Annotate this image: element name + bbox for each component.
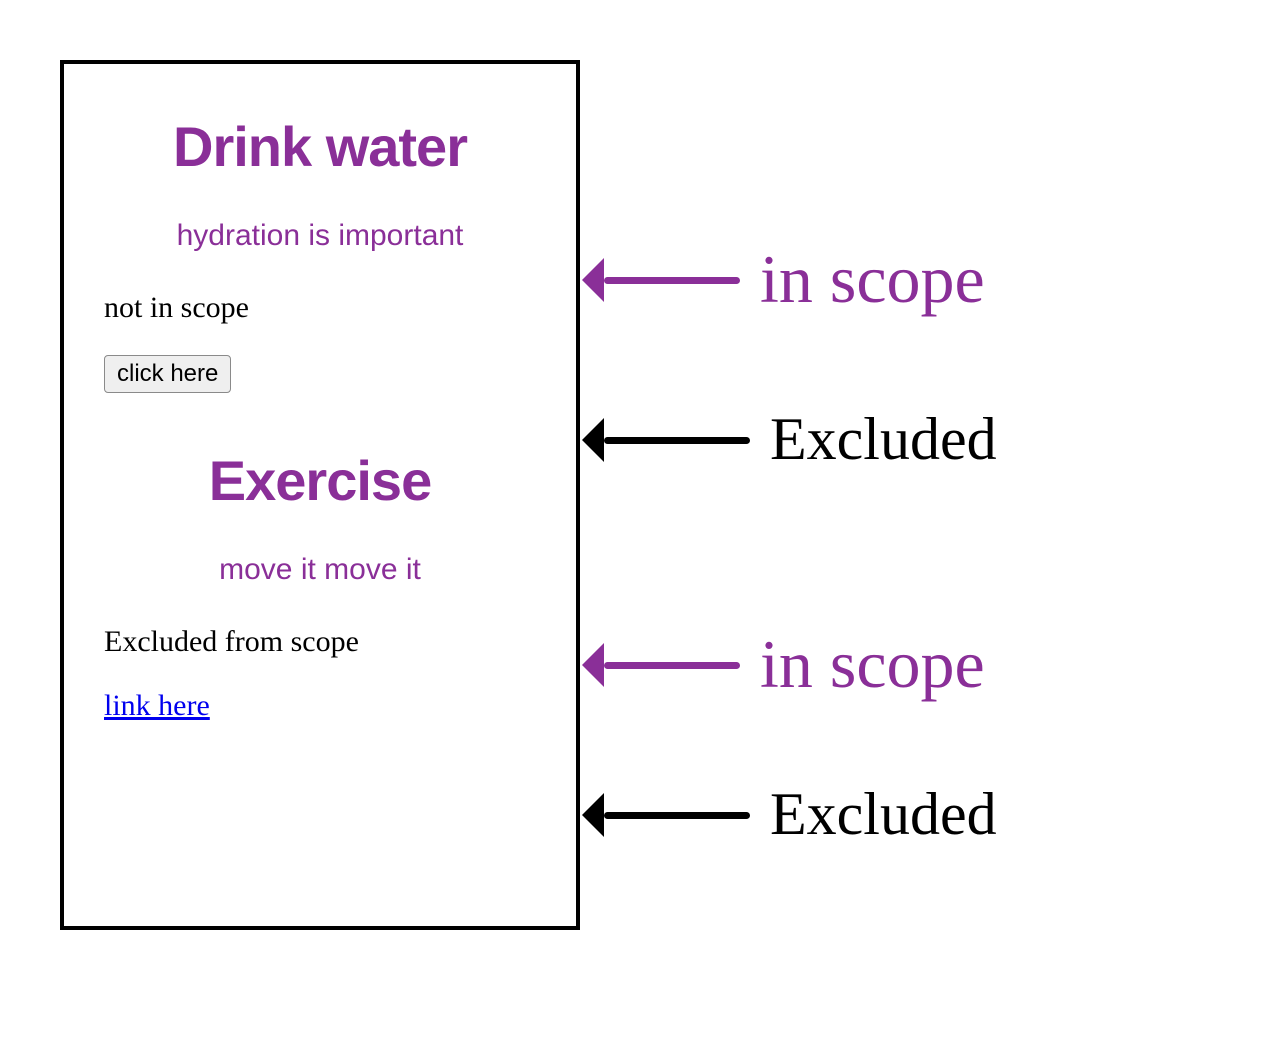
body-excluded-from-scope: Excluded from scope — [104, 625, 536, 659]
body-not-in-scope: not in scope — [104, 291, 536, 325]
annotation-label-0: in scope — [760, 240, 985, 319]
content-frame: Drink water hydration is important not i… — [60, 60, 580, 930]
annotation-label-2: in scope — [760, 625, 985, 704]
diagram-canvas: Drink water hydration is important not i… — [0, 0, 1286, 1041]
section-exercise: Exercise move it move it Excluded from s… — [104, 448, 536, 723]
heading-exercise: Exercise — [104, 448, 536, 513]
subheading-hydration: hydration is important — [104, 219, 536, 253]
section-drink-water: Drink water hydration is important not i… — [104, 114, 536, 393]
subheading-move-it: move it move it — [104, 553, 536, 587]
heading-drink-water: Drink water — [104, 114, 536, 179]
link-here-link[interactable]: link here — [104, 689, 210, 723]
annotation-label-3: Excluded — [770, 780, 997, 849]
click-here-button[interactable]: click here — [104, 355, 231, 393]
annotation-label-1: Excluded — [770, 405, 997, 474]
